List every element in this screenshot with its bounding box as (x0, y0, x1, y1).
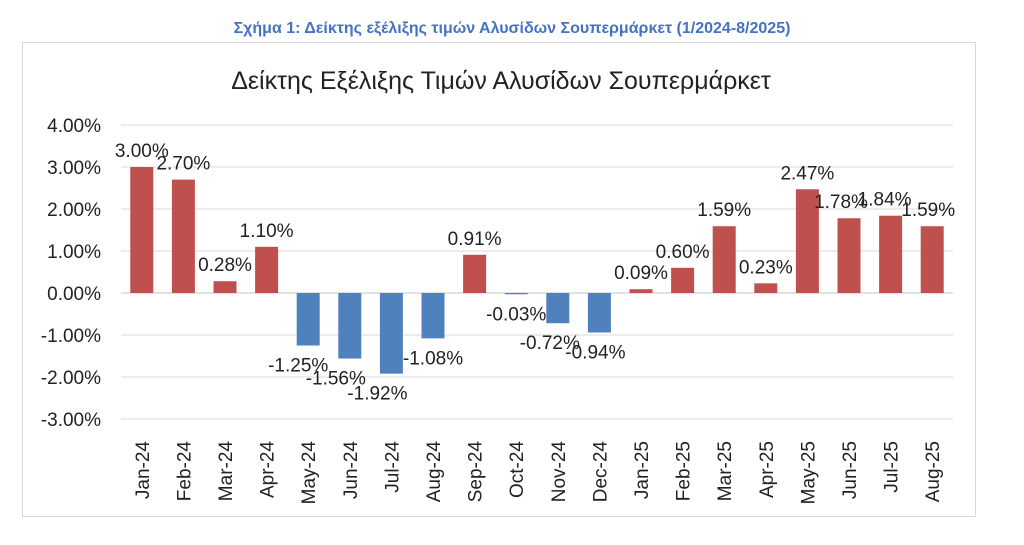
bar-feb-24 (171, 179, 195, 293)
x-axis-ticks: Jan-24 Feb-24 Mar-24 Apr-24 May-24 Jun-24 Jul-… (133, 441, 944, 505)
bar-jul-24 (379, 293, 403, 374)
data-label: -1.08% (403, 348, 463, 369)
bar-aug-25 (920, 226, 944, 293)
bar-jul-25 (879, 215, 903, 293)
x-tick-label: Jul-25 (882, 441, 903, 493)
bar-jan-25 (629, 289, 653, 293)
y-tick-label: 4.00% (47, 116, 101, 137)
x-tick-label: Jan-25 (632, 441, 653, 499)
bar-jun-25 (837, 218, 861, 293)
chart-frame: Δείκτης Εξέλιξης Τιμών Αλυσίδων Σουπερμά… (22, 42, 976, 517)
bar-chart: Δείκτης Εξέλιξης Τιμών Αλυσίδων Σουπερμά… (41, 67, 955, 505)
data-label: 0.91% (448, 229, 502, 250)
bar-may-24 (296, 293, 320, 346)
x-tick-label: Jun-24 (341, 441, 362, 500)
data-label: 1.78% (814, 192, 868, 213)
data-label: -0.94% (565, 342, 625, 363)
y-tick-label: 2.00% (47, 200, 101, 221)
x-tick-label: Aug-25 (923, 441, 944, 502)
bar-mar-25 (712, 226, 736, 293)
y-axis-ticks: 4.00% 3.00% 2.00% 1.00% 0.00% -1.00% -2.00% -3.… (41, 116, 101, 431)
x-tick-label: Dec-24 (590, 441, 611, 503)
x-tick-label: Mar-25 (715, 441, 736, 501)
x-tick-label: Apr-24 (258, 441, 279, 498)
x-tick-label: Jul-24 (382, 441, 403, 493)
data-label: -1.92% (347, 384, 407, 405)
x-tick-label: Oct-24 (507, 441, 528, 498)
x-tick-label: Jun-25 (840, 441, 861, 499)
data-label: -0.03% (486, 304, 546, 325)
bar-jan-24 (130, 167, 154, 293)
data-label: 1.10% (240, 221, 294, 242)
bar-apr-25 (754, 283, 778, 293)
bar-feb-25 (671, 267, 695, 293)
bar-oct-24 (504, 293, 528, 295)
x-tick-label: Mar-24 (216, 441, 237, 502)
x-tick-label: May-25 (798, 441, 819, 504)
x-tick-label: Sep-24 (466, 441, 487, 503)
data-label: -1.25% (268, 356, 328, 377)
data-label: 0.28% (198, 255, 252, 276)
x-tick-label: Feb-24 (174, 441, 195, 502)
bars (130, 167, 944, 374)
y-tick-label: -3.00% (41, 410, 101, 431)
data-label: 0.60% (656, 242, 710, 263)
data-label: 1.59% (901, 200, 955, 221)
y-tick-label: 3.00% (47, 158, 101, 179)
data-label: 3.00% (115, 141, 169, 162)
x-tick-label: Jan-24 (133, 441, 154, 500)
bar-apr-24 (255, 246, 279, 293)
x-tick-label: Apr-25 (757, 441, 778, 498)
chart-title: Δείκτης Εξέλιξης Τιμών Αλυσίδων Σουπερμά… (231, 67, 771, 95)
data-label: 0.09% (614, 263, 668, 284)
y-tick-label: -2.00% (41, 368, 101, 389)
data-label: 1.84% (858, 190, 912, 211)
y-tick-label: -1.00% (41, 326, 101, 347)
figure-caption: Σχήμα 1: Δείκτης εξέλιξης τιμών Αλυσίδων… (233, 20, 791, 37)
y-tick-label: 1.00% (47, 242, 101, 263)
bar-sep-24 (463, 254, 487, 293)
x-tick-label: Aug-24 (424, 441, 445, 503)
data-label: 0.23% (739, 257, 793, 278)
bar-nov-24 (546, 293, 570, 324)
data-label: 2.70% (156, 154, 210, 175)
x-tick-label: May-24 (299, 441, 320, 505)
data-label: 1.59% (697, 200, 751, 221)
data-labels: 3.00%2.70% 0.28% 1.10% -1.25%-1.56%-1.92% -1… (115, 141, 955, 405)
y-tick-label: 0.00% (47, 284, 101, 305)
bar-aug-24 (421, 293, 445, 339)
data-label: 2.47% (780, 163, 834, 184)
data-label: -0.72% (520, 333, 580, 354)
data-label: -1.56% (306, 369, 366, 390)
x-tick-label: Nov-24 (549, 441, 570, 503)
bar-mar-24 (213, 281, 237, 293)
bar-may-25 (795, 189, 819, 293)
x-tick-label: Feb-25 (674, 441, 695, 501)
bar-dec-24 (587, 293, 611, 333)
bar-jun-24 (338, 293, 362, 359)
